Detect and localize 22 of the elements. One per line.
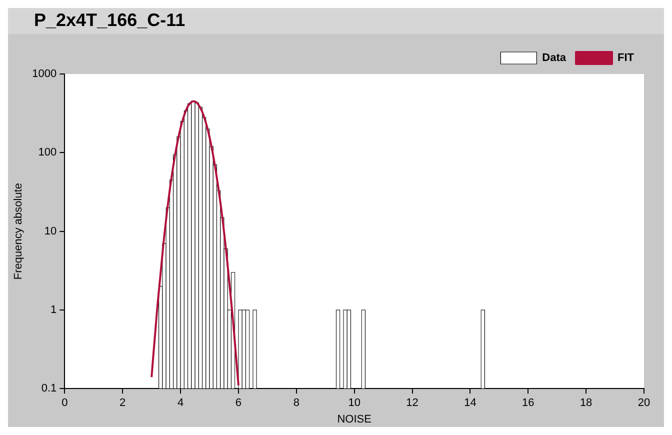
x-tick-label: 8 <box>293 397 300 410</box>
y-tick-label: 1000 <box>32 68 57 80</box>
x-tick-label: 18 <box>580 397 592 410</box>
legend-label: Data <box>542 52 567 64</box>
x-tick-label: 10 <box>348 397 360 410</box>
x-tick-label: 16 <box>522 397 534 410</box>
x-tick-label: 14 <box>464 397 476 410</box>
y-axis-title: Frequency absolute <box>12 182 25 280</box>
x-tick-label: 20 <box>638 397 650 410</box>
x-tick-label: 0 <box>62 397 68 410</box>
y-tick-label: 0.1 <box>41 382 57 395</box>
x-axis-title: NOISE <box>337 413 372 426</box>
legend-label: FIT <box>618 52 634 64</box>
x-tick-label: 4 <box>177 397 184 410</box>
y-tick-label: 100 <box>38 146 57 159</box>
chart-title: P_2x4T_166_C-11 <box>8 8 664 34</box>
x-tick-label: 12 <box>406 397 418 410</box>
x-tick-label: 6 <box>235 397 242 410</box>
y-tick-label: 10 <box>44 225 57 238</box>
x-tick-label: 2 <box>120 397 126 410</box>
line-series <box>150 100 240 386</box>
y-tick-label: 1 <box>50 304 57 316</box>
